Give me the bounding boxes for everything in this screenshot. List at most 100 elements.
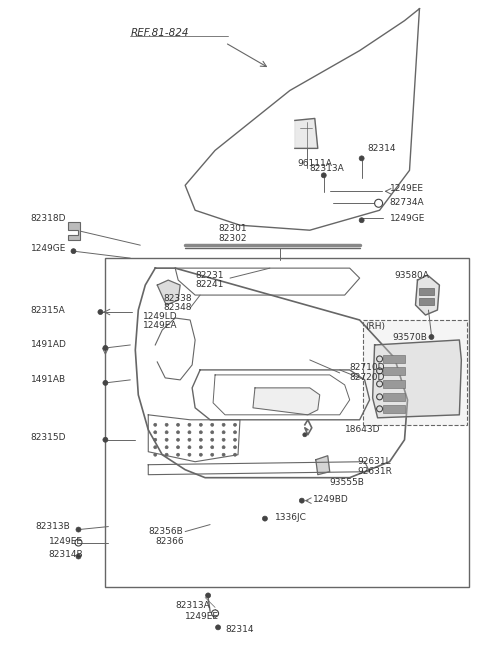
Circle shape (211, 423, 214, 426)
Circle shape (71, 249, 76, 253)
Bar (383, 380, 405, 388)
Bar (383, 393, 405, 401)
Circle shape (233, 431, 237, 434)
Circle shape (233, 446, 237, 449)
Text: 82241: 82241 (195, 280, 224, 289)
Bar (383, 355, 405, 363)
Circle shape (154, 453, 157, 457)
Circle shape (188, 423, 191, 426)
Text: 93570B: 93570B (393, 333, 427, 343)
Circle shape (222, 446, 225, 449)
Polygon shape (372, 340, 461, 418)
Circle shape (377, 406, 383, 412)
Text: 82313A: 82313A (175, 601, 210, 610)
Text: (RH): (RH) (366, 322, 385, 331)
Text: 82734A: 82734A (390, 198, 424, 207)
Circle shape (233, 438, 237, 441)
Circle shape (199, 438, 203, 441)
Circle shape (222, 453, 225, 457)
Circle shape (76, 527, 81, 532)
Circle shape (199, 446, 203, 449)
Circle shape (154, 446, 157, 449)
Circle shape (165, 438, 168, 441)
Text: 82348: 82348 (163, 303, 192, 312)
Text: 82314: 82314 (368, 144, 396, 153)
Circle shape (211, 453, 214, 457)
Circle shape (165, 446, 168, 449)
Circle shape (177, 453, 180, 457)
Text: 82318D: 82318D (31, 214, 66, 223)
Text: 92631R: 92631R (358, 467, 393, 476)
Circle shape (177, 423, 180, 426)
Bar (106, 258, 469, 588)
Circle shape (154, 438, 157, 441)
Text: 82315D: 82315D (31, 433, 66, 442)
Text: 18643D: 18643D (345, 425, 380, 434)
Bar (420, 288, 434, 295)
Circle shape (177, 446, 180, 449)
Text: 1249GE: 1249GE (31, 244, 66, 253)
Polygon shape (316, 456, 330, 475)
Text: 1249EE: 1249EE (390, 184, 423, 193)
Text: 82302: 82302 (218, 234, 247, 243)
Text: 82314B: 82314B (48, 550, 83, 559)
Circle shape (188, 438, 191, 441)
Circle shape (177, 438, 180, 441)
Circle shape (222, 431, 225, 434)
Polygon shape (416, 275, 439, 315)
Circle shape (429, 335, 434, 339)
Text: 1249EE: 1249EE (185, 612, 219, 621)
Circle shape (211, 431, 214, 434)
Circle shape (188, 446, 191, 449)
Circle shape (321, 173, 326, 178)
Circle shape (377, 356, 383, 362)
Text: 92631L: 92631L (358, 457, 391, 466)
Circle shape (377, 368, 383, 374)
Bar (420, 298, 434, 305)
Circle shape (359, 156, 364, 161)
Circle shape (300, 498, 304, 503)
Circle shape (233, 453, 237, 457)
Circle shape (377, 381, 383, 387)
Text: 82366: 82366 (155, 537, 184, 546)
Circle shape (165, 431, 168, 434)
Polygon shape (253, 388, 320, 415)
Circle shape (303, 433, 307, 437)
Text: 82231: 82231 (195, 271, 224, 280)
Text: 1491AD: 1491AD (31, 341, 67, 350)
Text: 82313B: 82313B (36, 522, 71, 531)
Circle shape (222, 423, 225, 426)
Text: 1249BD: 1249BD (313, 495, 348, 504)
Circle shape (359, 217, 364, 223)
Circle shape (374, 199, 383, 207)
Circle shape (212, 610, 218, 617)
Polygon shape (157, 280, 180, 305)
Polygon shape (69, 222, 81, 240)
Circle shape (211, 446, 214, 449)
Circle shape (199, 423, 203, 426)
Text: 82313A: 82313A (310, 164, 345, 173)
Text: 82710D: 82710D (350, 364, 385, 373)
Text: REF.81-824: REF.81-824 (130, 28, 189, 37)
Text: 1336JC: 1336JC (275, 513, 307, 522)
Circle shape (154, 423, 157, 426)
Text: 93555B: 93555B (330, 478, 365, 487)
Bar (383, 367, 405, 375)
Circle shape (154, 431, 157, 434)
Circle shape (188, 453, 191, 457)
Text: 82356B: 82356B (148, 527, 183, 536)
Circle shape (76, 554, 81, 559)
Circle shape (233, 423, 237, 426)
Bar (383, 405, 405, 413)
Bar (363, 320, 468, 425)
Text: 1249EA: 1249EA (144, 320, 178, 329)
Text: 82315A: 82315A (31, 305, 65, 314)
Circle shape (222, 438, 225, 441)
Text: 93580A: 93580A (395, 271, 430, 280)
Circle shape (216, 625, 220, 630)
Circle shape (205, 593, 211, 598)
Text: 1249EE: 1249EE (48, 537, 83, 546)
Polygon shape (295, 119, 318, 149)
Text: 82720D: 82720D (350, 373, 385, 383)
Circle shape (188, 431, 191, 434)
